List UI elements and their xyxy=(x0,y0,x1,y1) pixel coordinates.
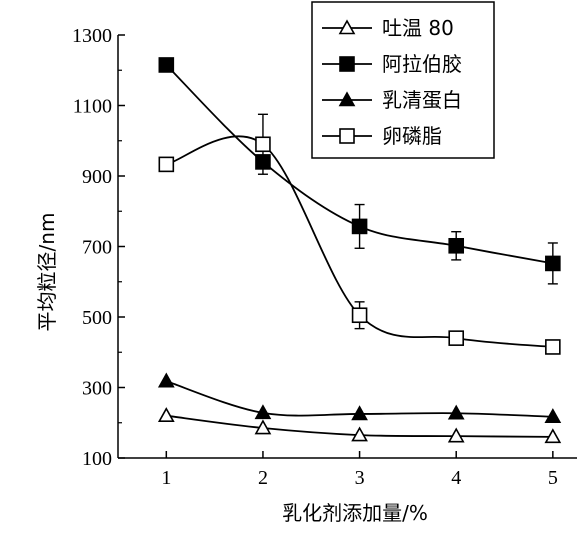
x-tick-label: 1 xyxy=(161,467,171,489)
data-point xyxy=(544,428,562,444)
legend-label: 阿拉伯胶 xyxy=(382,52,462,76)
data-point xyxy=(351,405,368,421)
legend-marker xyxy=(339,128,355,144)
data-point xyxy=(158,156,175,173)
data-point xyxy=(255,136,271,153)
data-point xyxy=(447,404,465,420)
y-tick-label: 900 xyxy=(82,166,112,188)
y-tick-label: 100 xyxy=(82,448,112,470)
data-point xyxy=(545,255,561,272)
x-tick-label: 4 xyxy=(451,467,461,489)
data-point xyxy=(351,426,368,442)
data-point xyxy=(254,419,272,435)
legend-label: 卵磷脂 xyxy=(382,124,442,148)
y-tick-label: 1100 xyxy=(73,96,112,118)
legend-label: 吐温 80 xyxy=(382,16,454,40)
series-line xyxy=(166,135,553,348)
data-point xyxy=(254,404,272,420)
data-point xyxy=(448,237,465,254)
series-2 xyxy=(157,372,562,424)
x-tick-label: 2 xyxy=(258,467,268,489)
y-tick-label: 700 xyxy=(82,237,112,259)
y-tick-label: 300 xyxy=(82,378,112,400)
data-point xyxy=(351,307,368,324)
data-point xyxy=(157,372,175,388)
y-axis-title: 平均粒径/nm xyxy=(35,213,59,332)
legend-marker xyxy=(338,19,356,35)
data-point xyxy=(448,330,465,346)
data-point xyxy=(544,408,562,424)
legend-marker xyxy=(338,91,356,107)
data-point xyxy=(447,427,465,443)
tick-labels: 1 2 3 4 5 100 300 500 700 900 1100 1300 xyxy=(72,25,558,489)
y-tick-label: 500 xyxy=(82,307,112,329)
series-3 xyxy=(158,113,561,355)
legend-label: 乳清蛋白 xyxy=(382,88,462,112)
x-tick-label: 5 xyxy=(548,467,558,489)
series-0 xyxy=(157,407,562,444)
axes xyxy=(117,34,577,459)
x-axis-title: 乳化剂添加量/% xyxy=(282,501,428,525)
series-group xyxy=(157,57,562,444)
data-point xyxy=(157,407,175,423)
y-tick-label: 1300 xyxy=(72,25,112,47)
data-point xyxy=(545,339,561,355)
data-point xyxy=(158,57,175,73)
x-tick-label: 3 xyxy=(355,467,365,489)
legend-marker xyxy=(339,56,355,72)
data-point xyxy=(351,218,368,235)
